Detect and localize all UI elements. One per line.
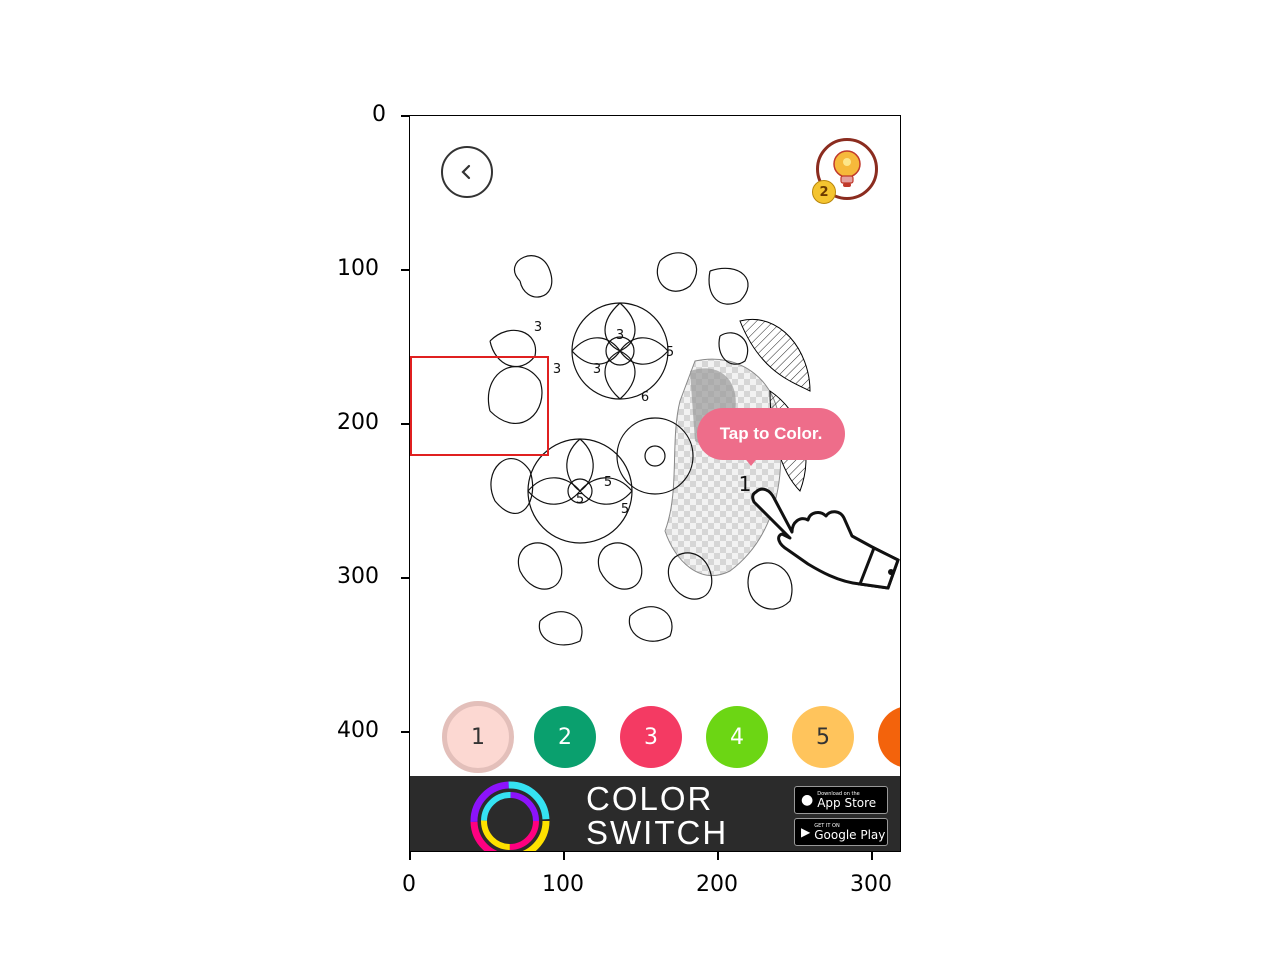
app-screenshot: 2 bbox=[409, 115, 901, 852]
y-tick-label: 0 bbox=[372, 102, 386, 127]
palette-swatch-3[interactable]: 3 bbox=[620, 706, 682, 768]
y-tick-label: 300 bbox=[337, 564, 379, 589]
x-tick-label: 0 bbox=[402, 872, 416, 897]
app-store-button[interactable]: ● Download on the App Store bbox=[794, 786, 888, 814]
region-number: 5 bbox=[666, 345, 674, 360]
y-tick-300 bbox=[401, 577, 409, 579]
region-number: 5 bbox=[604, 475, 612, 490]
y-tick-100 bbox=[401, 269, 409, 271]
y-tick-label: 100 bbox=[337, 256, 379, 281]
x-tick-label: 200 bbox=[696, 872, 738, 897]
ad-banner[interactable]: COLOR SWITCH ● Download on the App Store… bbox=[410, 776, 900, 851]
hint-button[interactable] bbox=[816, 138, 878, 200]
region-number: 3 bbox=[534, 320, 542, 335]
palette-swatch-2[interactable]: 2 bbox=[534, 706, 596, 768]
region-number: 1 bbox=[739, 472, 752, 496]
ad-title-line1: COLOR bbox=[586, 780, 714, 817]
google-play-button[interactable]: ▶ GET IT ON Google Play bbox=[794, 818, 888, 846]
y-tick-label: 200 bbox=[337, 410, 379, 435]
back-button[interactable] bbox=[441, 146, 493, 198]
region-number: 6 bbox=[641, 390, 649, 405]
x-tick-label: 300 bbox=[850, 872, 892, 897]
palette-swatch-label: 1 bbox=[471, 724, 485, 750]
google-play-small-text: GET IT ON bbox=[814, 822, 840, 829]
x-tick-200 bbox=[717, 852, 719, 860]
region-number: 3 bbox=[593, 362, 601, 377]
chevron-left-icon bbox=[461, 164, 471, 180]
region-number: 5 bbox=[576, 492, 584, 507]
x-tick-100 bbox=[563, 852, 565, 860]
x-tick-0 bbox=[409, 852, 411, 860]
ad-title: COLOR SWITCH bbox=[586, 782, 728, 850]
annotation-box bbox=[410, 356, 549, 456]
hint-count-badge: 2 bbox=[812, 180, 836, 204]
app-store-text: App Store bbox=[817, 795, 877, 810]
tap-to-color-tooltip: Tap to Color. bbox=[697, 408, 845, 460]
palette-swatch-label: 2 bbox=[558, 724, 572, 750]
hand-pointer-icon bbox=[751, 487, 900, 590]
region-number: 3 bbox=[616, 328, 624, 343]
x-tick-300 bbox=[871, 852, 873, 860]
palette-swatch-4[interactable]: 4 bbox=[706, 706, 768, 768]
palette-swatch-6[interactable] bbox=[878, 706, 900, 768]
ad-title-line2: SWITCH bbox=[586, 814, 729, 851]
google-play-text: Google Play bbox=[814, 827, 886, 842]
palette-swatch-label: 4 bbox=[730, 724, 744, 750]
apple-icon: ● bbox=[801, 792, 814, 808]
palette-swatch-label: 5 bbox=[816, 724, 830, 750]
color-switch-logo-icon bbox=[470, 781, 550, 851]
y-tick-label: 400 bbox=[337, 718, 379, 743]
y-tick-0 bbox=[401, 115, 409, 117]
y-tick-200 bbox=[401, 423, 409, 425]
lightbulb-icon bbox=[833, 150, 861, 187]
region-number: 3 bbox=[553, 362, 561, 377]
x-tick-label: 100 bbox=[542, 872, 584, 897]
app-store-small-text: Download on the bbox=[817, 790, 860, 797]
palette-swatch-1[interactable]: 1 bbox=[442, 701, 514, 773]
play-icon: ▶ bbox=[801, 825, 811, 839]
tooltip-tail bbox=[743, 456, 759, 466]
region-number: 5 bbox=[621, 502, 629, 517]
palette-swatch-5[interactable]: 5 bbox=[792, 706, 854, 768]
y-tick-400 bbox=[401, 731, 409, 733]
palette-swatch-label: 3 bbox=[644, 724, 658, 750]
